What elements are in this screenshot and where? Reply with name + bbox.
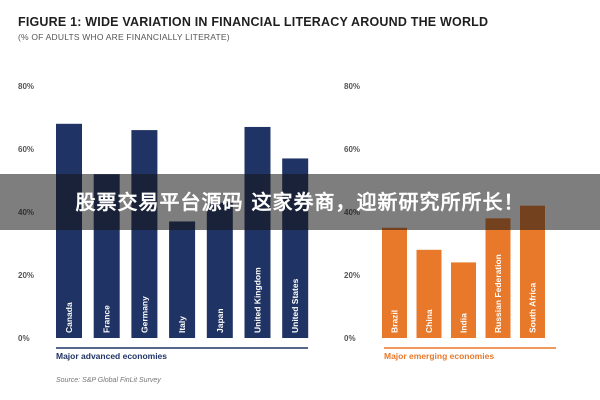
bar-india: [451, 262, 476, 338]
bar-label: United Kingdom: [253, 267, 263, 333]
bar-germany: [131, 130, 158, 338]
y-tick-label: 60%: [18, 145, 34, 154]
chart-title: FIGURE 1: WIDE VARIATION IN FINANCIAL LI…: [18, 15, 488, 29]
bar-label: Italy: [177, 316, 187, 333]
bar-label: India: [459, 313, 469, 333]
bar-brazil: [382, 227, 407, 338]
group-label-advanced: Major advanced economies: [56, 351, 167, 361]
group-label-emerging: Major emerging economies: [384, 351, 494, 361]
bar-united-kingdom: [244, 126, 271, 338]
watermark-text: 股票交易平台源码 这家券商，迎新研究所所长！: [75, 190, 525, 214]
source-note: Source: S&P Global FinLit Survey: [56, 377, 161, 384]
y-tick-label: 0%: [18, 334, 30, 343]
bar-label: Brazil: [390, 310, 400, 333]
y-tick-label: 80%: [344, 82, 360, 91]
bar-label: France: [102, 305, 112, 333]
chart-subtitle: (% OF ADULTS WHO ARE FINANCIALLY LITERAT…: [18, 32, 230, 42]
y-tick-label: 80%: [18, 82, 34, 91]
y-tick-label: 20%: [344, 271, 360, 280]
y-tick-label: 60%: [344, 145, 360, 154]
watermark-banner: [0, 174, 600, 230]
bar-canada: [56, 123, 82, 338]
y-tick-label: 20%: [18, 271, 34, 280]
bar-label: Germany: [139, 296, 149, 333]
bar-label: United States: [290, 278, 300, 333]
bar-russian-federation: [485, 218, 511, 338]
bar-label: South Africa: [528, 283, 538, 333]
bar-label: China: [424, 309, 434, 333]
bar-label: Russian Federation: [493, 254, 503, 333]
bar-italy: [169, 221, 196, 338]
bar-china: [416, 249, 442, 338]
panel-advanced: 0%20%40%60%80%CanadaFranceGermanyItalyJa…: [18, 82, 309, 343]
bar-label: Japan: [215, 308, 225, 333]
y-tick-label: 0%: [344, 334, 356, 343]
bar-label: Canada: [64, 302, 74, 333]
